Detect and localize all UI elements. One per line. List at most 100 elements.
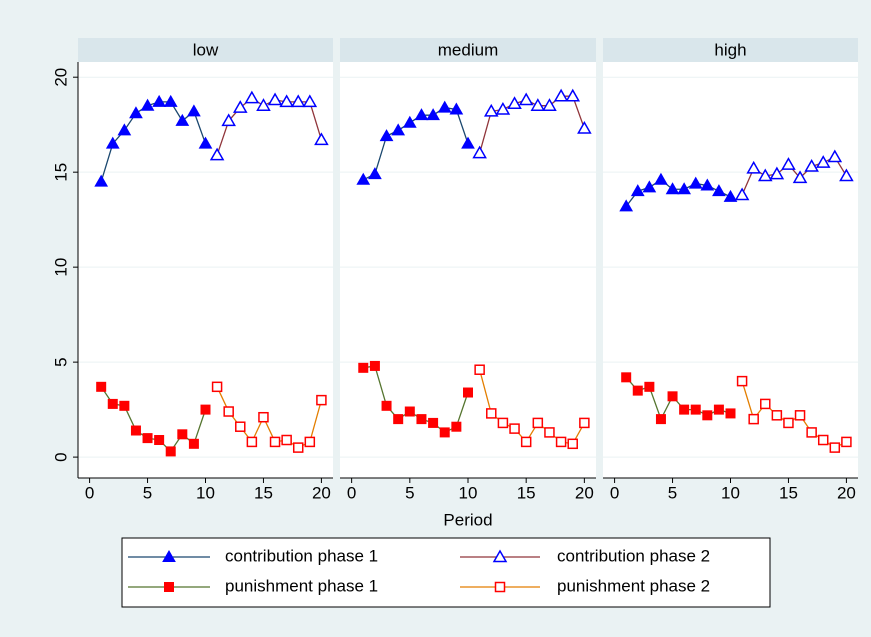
data-point — [165, 446, 176, 457]
data-point — [497, 417, 509, 429]
data-point — [152, 94, 166, 107]
data-point — [142, 433, 153, 444]
data-point — [829, 442, 841, 453]
data-point — [760, 398, 771, 410]
data-point — [358, 362, 369, 373]
data-point — [748, 413, 759, 425]
data-point — [474, 364, 485, 375]
data-point — [712, 184, 726, 197]
data-point — [314, 132, 329, 146]
data-point — [654, 172, 668, 185]
x-tick-label: 0 — [347, 483, 356, 502]
data-point — [414, 108, 429, 121]
y-tick-label: 15 — [51, 163, 70, 182]
data-point — [200, 404, 211, 415]
legend-label: contribution phase 2 — [557, 546, 710, 565]
data-point — [734, 187, 750, 201]
data-point — [507, 96, 522, 110]
data-point — [290, 94, 306, 108]
data-point — [655, 414, 666, 425]
data-point — [428, 417, 439, 428]
data-point — [198, 136, 213, 149]
data-point — [827, 149, 843, 163]
data-point — [316, 394, 327, 406]
data-point — [105, 136, 120, 149]
data-point — [642, 180, 657, 193]
data-point — [486, 408, 497, 419]
data-point — [175, 113, 190, 126]
x-tick-label: 5 — [143, 483, 152, 502]
x-tick-label: 10 — [721, 483, 740, 502]
data-point — [187, 104, 201, 117]
data-point — [402, 115, 417, 128]
data-point — [667, 391, 678, 402]
data-point — [806, 427, 817, 438]
x-tick-label: 5 — [405, 483, 414, 502]
x-tick-label: 5 — [668, 483, 677, 502]
data-point — [292, 442, 304, 453]
legend-label: punishment phase 1 — [225, 576, 378, 595]
data-point — [632, 385, 643, 396]
data-point — [619, 199, 634, 212]
x-tick-label: 15 — [254, 483, 273, 502]
panel-header — [340, 38, 596, 62]
data-point — [817, 434, 829, 446]
data-point — [565, 88, 581, 102]
data-point — [841, 436, 852, 448]
x-tick-label: 0 — [85, 483, 94, 502]
panel-header — [603, 38, 858, 62]
data-point — [404, 406, 415, 417]
data-point — [679, 404, 690, 415]
x-tick-label: 20 — [312, 483, 331, 502]
plot-area — [78, 62, 333, 478]
data-point — [518, 92, 534, 106]
data-point — [472, 145, 487, 159]
legend-marker — [494, 581, 506, 593]
data-point — [483, 103, 499, 117]
data-point — [416, 414, 427, 425]
data-point — [130, 425, 141, 436]
data-point — [244, 90, 260, 104]
data-point — [437, 100, 452, 113]
data-point — [577, 120, 592, 134]
data-point — [163, 94, 178, 107]
panel-header — [78, 38, 333, 62]
data-point — [736, 375, 748, 387]
data-point — [579, 417, 590, 429]
data-point — [555, 436, 567, 448]
data-point — [256, 98, 271, 111]
data-point — [188, 438, 199, 449]
panel-title: medium — [438, 40, 498, 59]
y-tick-label: 5 — [51, 357, 70, 366]
data-point — [746, 160, 761, 174]
data-point — [839, 168, 854, 182]
data-point — [815, 155, 831, 168]
data-point — [439, 427, 450, 438]
data-point — [451, 421, 462, 432]
data-point — [140, 98, 155, 111]
legend-label: punishment phase 2 — [557, 576, 710, 595]
data-point — [509, 423, 520, 434]
data-point — [769, 166, 785, 180]
x-tick-label: 10 — [196, 483, 215, 502]
legend-marker — [492, 549, 508, 563]
data-point — [235, 421, 246, 432]
data-point — [723, 189, 738, 202]
data-point — [794, 410, 806, 421]
data-point — [302, 94, 318, 108]
data-point — [393, 414, 404, 425]
series-line — [479, 369, 585, 445]
y-tick-label: 0 — [51, 452, 70, 461]
data-point — [369, 360, 380, 371]
x-tick-label: 0 — [610, 483, 619, 502]
data-point — [792, 170, 808, 184]
x-tick-label: 20 — [837, 483, 856, 502]
data-point — [700, 178, 715, 191]
y-tick-label: 20 — [51, 68, 70, 87]
data-point — [530, 98, 546, 111]
x-tick-label: 15 — [779, 483, 798, 502]
data-point — [117, 123, 132, 136]
data-point — [771, 410, 783, 421]
